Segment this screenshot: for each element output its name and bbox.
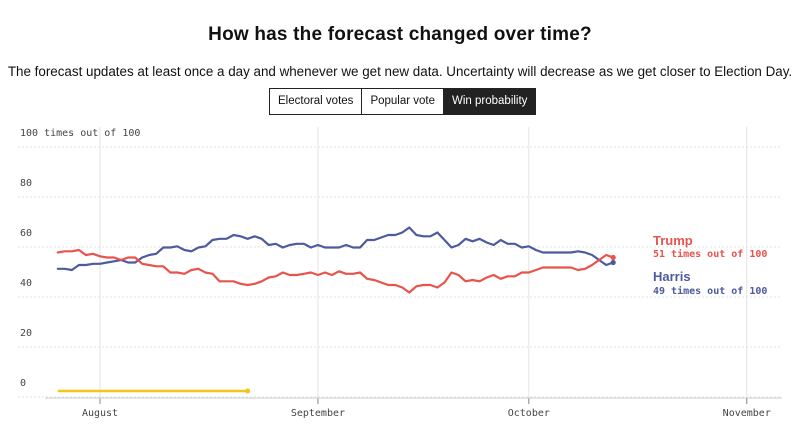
series-end-dot-harris [610,259,616,266]
x-tick-label-september: September [291,408,345,419]
series-end-dot-trump [610,254,616,261]
tab-electoral-votes[interactable]: Electoral votes [270,89,363,114]
series-line-harris [56,226,615,272]
series-value-label-trump: 51 times out of 100 [653,248,767,260]
x-tick-label-august: August [82,408,118,419]
y-tick-label-80: 80 [20,178,32,189]
x-tick-label-november: November [723,408,771,419]
series-label-harris: Harris [653,269,691,284]
page-title: How has the forecast changed over time? [208,24,592,45]
forecast-view-tabs: Electoral votes Popular vote Win probabi… [269,88,537,115]
y-tick-label-40: 40 [20,278,32,289]
y-tick-label-0: 0 [20,378,26,389]
page-subtitle: The forecast updates at least once a day… [7,64,793,79]
x-tick-label-october: October [508,408,550,419]
series-value-label-harris: 49 times out of 100 [653,285,767,297]
series-line-trump [56,248,615,294]
y-tick-label-60: 60 [20,228,32,239]
tab-popular-vote[interactable]: Popular vote [362,89,445,114]
series-label-trump: Trump [653,233,693,248]
y-tick-label-100: 100 times out of 100 [20,128,140,139]
tab-win-probability[interactable]: Win probability [444,89,536,114]
y-tick-label-20: 20 [20,328,32,339]
highlight-segment-end-dot [245,388,251,394]
